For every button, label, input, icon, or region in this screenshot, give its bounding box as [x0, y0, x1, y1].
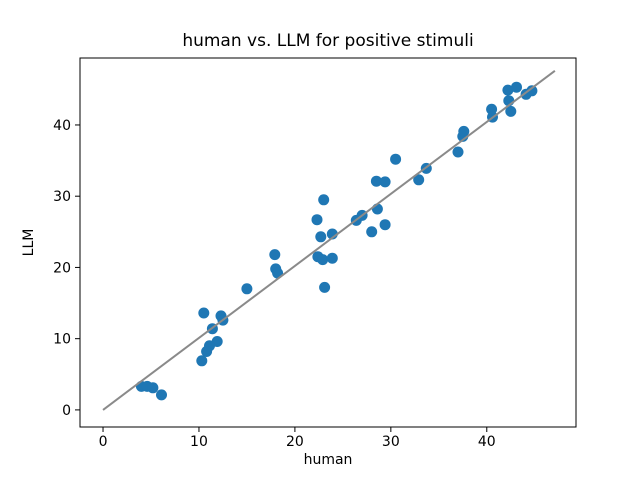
x-tick-label: 30 [382, 434, 400, 450]
scatter-point [502, 84, 514, 96]
scatter-point [370, 175, 382, 187]
x-tick-label: 20 [286, 434, 304, 450]
x-tick-label: 40 [478, 434, 496, 450]
scatter-point [326, 252, 338, 264]
scatter-point [379, 176, 391, 188]
scatter-point [311, 214, 323, 226]
scatter-point [315, 231, 327, 243]
scatter-point [317, 254, 329, 266]
x-tick-label: 10 [190, 434, 208, 450]
scatter-point [269, 249, 281, 261]
scatter-point [147, 382, 159, 394]
scatter-point [458, 125, 470, 137]
scatter-point [452, 146, 464, 158]
y-tick-label: 20 [53, 260, 71, 276]
x-axis-label: human [304, 452, 353, 468]
scatter-point [196, 355, 208, 367]
scatter-point [318, 194, 330, 206]
scatter-point [366, 226, 378, 238]
scatter-point [505, 105, 517, 117]
y-axis-label: LLM [21, 229, 37, 257]
y-tick-label: 0 [62, 403, 71, 419]
y-tick-label: 10 [53, 332, 71, 348]
y-tick-label: 30 [53, 189, 71, 205]
scatter-point [379, 219, 391, 231]
scatter-point [319, 281, 331, 293]
plot-border [79, 57, 577, 428]
scatter-point [413, 174, 425, 186]
y-tick-label: 40 [53, 118, 71, 134]
scatter-point [201, 346, 213, 357]
axis-ticks-group: 0 10 20 30 40 0 10 20 30 40 [53, 118, 496, 450]
scatter-point [526, 85, 538, 97]
scatter-point [390, 153, 402, 165]
scatter-point [511, 81, 522, 93]
scatter-point [156, 389, 167, 401]
identity-line [102, 70, 556, 411]
scatter-point [198, 307, 210, 319]
x-tick-label: 0 [99, 434, 108, 450]
scatter-point [241, 283, 253, 295]
plot-title: human vs. LLM for positive stimuli [182, 31, 473, 51]
